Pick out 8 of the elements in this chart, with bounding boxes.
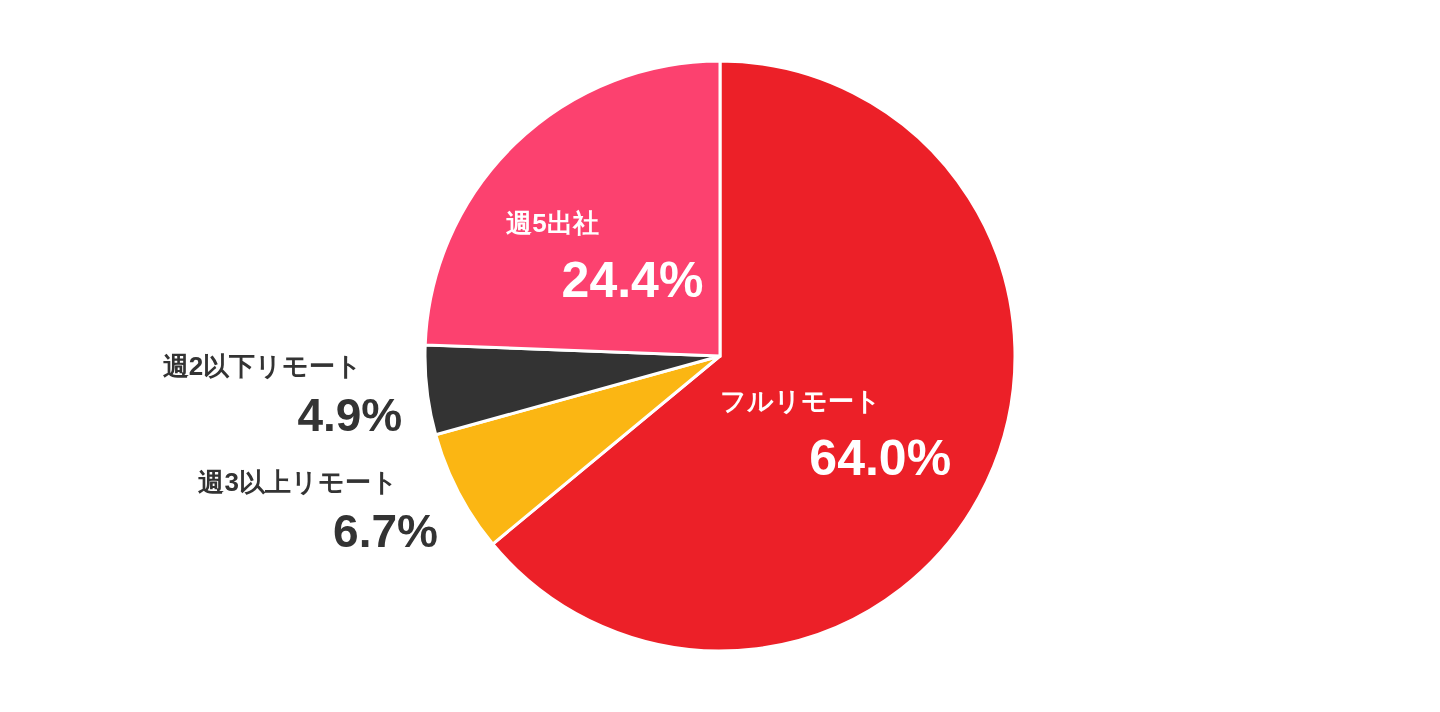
slice-label: 週2以下リモート [162,350,363,381]
data-label: 4.9% [297,388,403,441]
data-label: 24.4% [561,252,704,309]
data-label: 64.0% [809,430,952,486]
slice-label: 週3以上リモート [198,466,398,497]
slice-label: 週5出社 [506,208,599,239]
data-label: 6.7% [333,504,438,557]
slice-label: フルリモート [719,386,881,416]
